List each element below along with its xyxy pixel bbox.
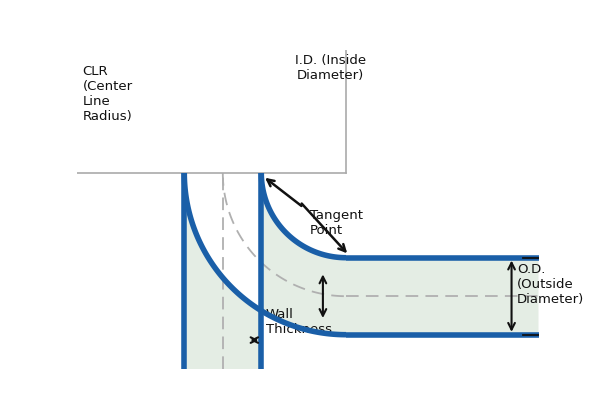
Text: CLR
(Center
Line
Radius): CLR (Center Line Radius) — [83, 65, 133, 123]
Text: Wall
Thickness: Wall Thickness — [266, 308, 332, 336]
Text: O.D.
(Outside
Diameter): O.D. (Outside Diameter) — [517, 263, 584, 306]
Polygon shape — [184, 173, 539, 369]
Text: I.D. (Inside
Diameter): I.D. (Inside Diameter) — [295, 54, 366, 82]
Text: Tangent
Point: Tangent Point — [310, 209, 363, 237]
